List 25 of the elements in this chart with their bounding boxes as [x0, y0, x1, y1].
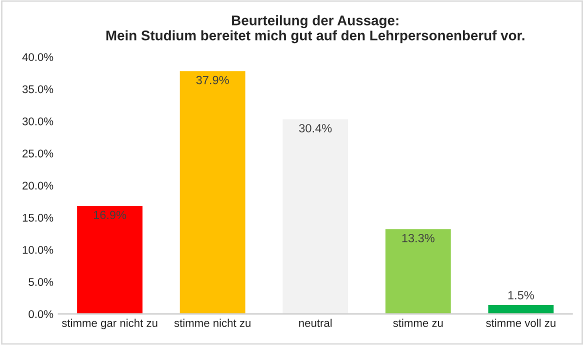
- bar: [384, 228, 452, 314]
- x-tick-label: stimme gar nicht zu: [62, 318, 158, 330]
- bar: [281, 118, 350, 314]
- x-tick-label: stimme nicht zu: [174, 318, 250, 327]
- y-tick-label: 25.0%: [22, 150, 54, 158]
- bar: [486, 304, 556, 314]
- data-label: 30.4%: [299, 124, 332, 132]
- y-tick-label: 10.0%: [22, 246, 54, 254]
- y-tick-label: 0.0%: [28, 310, 54, 318]
- y-tick-label: 20.0%: [22, 182, 54, 190]
- bar: [76, 204, 144, 314]
- x-tick-label: stimme zu: [393, 318, 443, 327]
- x-tick-label: stimme voll zu: [486, 318, 556, 327]
- data-label: 13.3%: [402, 234, 434, 242]
- y-tick-label: 5.0%: [28, 278, 54, 286]
- y-tick-label: 30.0%: [22, 117, 54, 126]
- data-label: 16.9%: [94, 210, 126, 220]
- data-label: 37.9%: [196, 76, 229, 84]
- y-tick-label: 35.0%: [22, 85, 54, 94]
- x-tick-label: neutral: [299, 318, 332, 327]
- data-label: 1.5%: [508, 291, 534, 300]
- chart-title: Beurteilung der Aussage: Mein Studium bereitet mich gut auf den Lehrpersonenberuf vor.: [106, 15, 524, 44]
- bar: [178, 70, 247, 314]
- y-tick-label: 40.0%: [22, 53, 54, 62]
- y-tick-label: 15.0%: [22, 214, 54, 222]
